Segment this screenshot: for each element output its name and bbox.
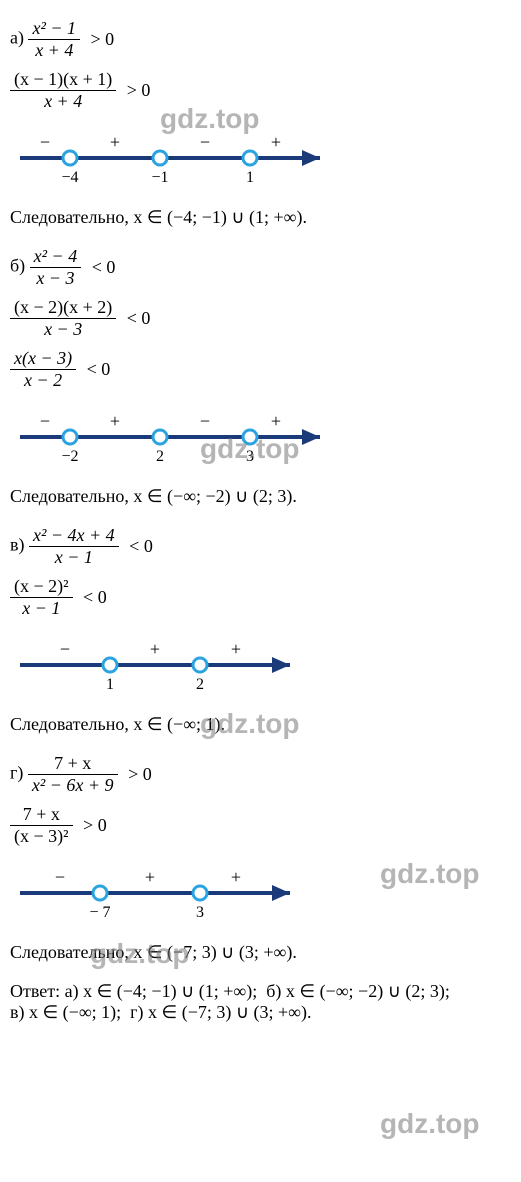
conclusion-b: Следовательно, x ∈ (−∞; −2) ∪ (2; 3). xyxy=(10,486,511,507)
numerator: x² − 4x + 4 xyxy=(29,525,119,547)
fraction: (x − 2)(x + 2) x − 3 xyxy=(10,297,116,340)
part-v-ineq2: (x − 2)² x − 1 < 0 xyxy=(10,576,511,619)
relation: < 0 xyxy=(127,308,151,329)
numerator: (x − 2)(x + 2) xyxy=(10,297,116,319)
numerator: (x − 1)(x + 1) xyxy=(10,69,116,91)
denominator: x − 1 xyxy=(29,547,119,568)
part-v-label: в) xyxy=(10,535,25,555)
part-g-ineq2: 7 + x (x − 3)² > 0 xyxy=(10,804,511,847)
part-b-label: б) xyxy=(10,256,25,276)
relation: > 0 xyxy=(91,29,115,50)
denominator: x² − 6x + 9 xyxy=(28,775,118,796)
numerator: (x − 2)² xyxy=(10,576,73,598)
numerator: 7 + x xyxy=(28,753,118,775)
fraction: x² − 4 x − 3 xyxy=(30,246,82,289)
conclusion-g: Следовательно, x ∈ (−7; 3) ∪ (3; +∞). xyxy=(10,942,511,963)
denominator: x − 3 xyxy=(30,268,82,289)
svg-text:+: + xyxy=(145,867,155,887)
relation: > 0 xyxy=(127,80,151,101)
svg-text:−: − xyxy=(40,411,50,431)
svg-text:−1: −1 xyxy=(151,169,168,186)
relation: < 0 xyxy=(87,359,111,380)
svg-text:− 7: − 7 xyxy=(89,904,110,921)
svg-text:2: 2 xyxy=(196,676,204,693)
numerator: x² − 1 xyxy=(28,18,80,40)
svg-text:1: 1 xyxy=(106,676,114,693)
numberline-g: − + + − 7 3 xyxy=(10,865,511,930)
svg-text:+: + xyxy=(231,639,241,659)
svg-text:−: − xyxy=(200,132,210,152)
part-g-ineq1: г) 7 + x x² − 6x + 9 > 0 xyxy=(10,753,511,796)
part-v-ineq1: в) x² − 4x + 4 x − 1 < 0 xyxy=(10,525,511,568)
relation: < 0 xyxy=(83,587,107,608)
relation: > 0 xyxy=(83,815,107,836)
part-a-label: а) xyxy=(10,28,24,48)
part-b-ineq2: (x − 2)(x + 2) x − 3 < 0 xyxy=(10,297,511,340)
denominator: x − 1 xyxy=(10,598,73,619)
denominator: x − 2 xyxy=(10,370,76,391)
relation: < 0 xyxy=(92,257,116,278)
svg-text:+: + xyxy=(271,411,281,431)
svg-text:+: + xyxy=(231,867,241,887)
numerator: x(x − 3) xyxy=(10,348,76,370)
svg-text:−: − xyxy=(60,639,70,659)
fraction: x(x − 3) x − 2 xyxy=(10,348,76,391)
answer-label: Ответ: xyxy=(10,981,60,1001)
numberline-v: − + +1 2 xyxy=(10,637,511,702)
denominator: x − 3 xyxy=(10,319,116,340)
svg-text:1: 1 xyxy=(246,169,254,186)
fraction: (x − 1)(x + 1) x + 4 xyxy=(10,69,116,112)
conclusion-v: Следовательно, x ∈ (−∞; 1). xyxy=(10,714,511,735)
svg-text:+: + xyxy=(110,411,120,431)
svg-text:+: + xyxy=(150,639,160,659)
fraction: x² − 4x + 4 x − 1 xyxy=(29,525,119,568)
answer-block: Ответ: а) x ∈ (−4; −1) ∪ (1; +∞); б) x ∈… xyxy=(10,981,511,1023)
answer-g: г) x ∈ (−7; 3) ∪ (3; +∞). xyxy=(130,1002,311,1022)
part-g-label: г) xyxy=(10,763,23,783)
answer-v: в) x ∈ (−∞; 1); xyxy=(10,1002,121,1022)
svg-text:−4: −4 xyxy=(61,169,78,186)
svg-text:3: 3 xyxy=(246,448,254,465)
part-a-ineq2: (x − 1)(x + 1) x + 4 > 0 xyxy=(10,69,511,112)
relation: < 0 xyxy=(129,536,153,557)
fraction: 7 + x (x − 3)² xyxy=(10,804,73,847)
denominator: (x − 3)² xyxy=(10,826,73,847)
answer-b: б) x ∈ (−∞; −2) ∪ (2; 3); xyxy=(266,981,450,1001)
answer-a: а) x ∈ (−4; −1) ∪ (1; +∞); xyxy=(65,981,258,1001)
numerator: 7 + x xyxy=(10,804,73,826)
part-a-ineq1: а) x² − 1 x + 4 > 0 xyxy=(10,18,511,61)
svg-text:−: − xyxy=(55,867,65,887)
part-b-ineq1: б) x² − 4 x − 3 < 0 xyxy=(10,246,511,289)
denominator: x + 4 xyxy=(10,91,116,112)
numerator: x² − 4 xyxy=(30,246,82,268)
svg-text:3: 3 xyxy=(196,904,204,921)
part-b-ineq3: x(x − 3) x − 2 < 0 xyxy=(10,348,511,391)
numberline-b: − + − + −2 2 3 xyxy=(10,409,511,474)
conclusion-a: Следовательно, x ∈ (−4; −1) ∪ (1; +∞). xyxy=(10,207,511,228)
numberline-a: − + − + −4 −1 1 xyxy=(10,130,511,195)
svg-text:+: + xyxy=(110,132,120,152)
svg-text:2: 2 xyxy=(156,448,164,465)
fraction: x² − 1 x + 4 xyxy=(28,18,80,61)
watermark: gdz.top xyxy=(380,1108,480,1140)
svg-text:−2: −2 xyxy=(61,448,78,465)
svg-text:−: − xyxy=(40,132,50,152)
fraction: (x − 2)² x − 1 xyxy=(10,576,73,619)
denominator: x + 4 xyxy=(28,40,80,61)
relation: > 0 xyxy=(128,764,152,785)
svg-text:+: + xyxy=(271,132,281,152)
svg-text:−: − xyxy=(200,411,210,431)
document: gdz.top gdz.top gdz.top gdz.top gdz.top … xyxy=(10,18,511,1023)
fraction: 7 + x x² − 6x + 9 xyxy=(28,753,118,796)
